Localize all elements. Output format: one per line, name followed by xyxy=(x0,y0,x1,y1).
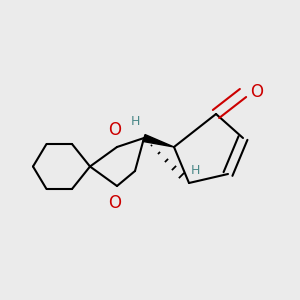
Polygon shape xyxy=(143,135,174,147)
Text: O: O xyxy=(108,194,121,212)
Text: O: O xyxy=(108,121,121,139)
Text: O: O xyxy=(250,82,263,100)
Text: H: H xyxy=(131,115,140,128)
Text: H: H xyxy=(191,164,200,176)
